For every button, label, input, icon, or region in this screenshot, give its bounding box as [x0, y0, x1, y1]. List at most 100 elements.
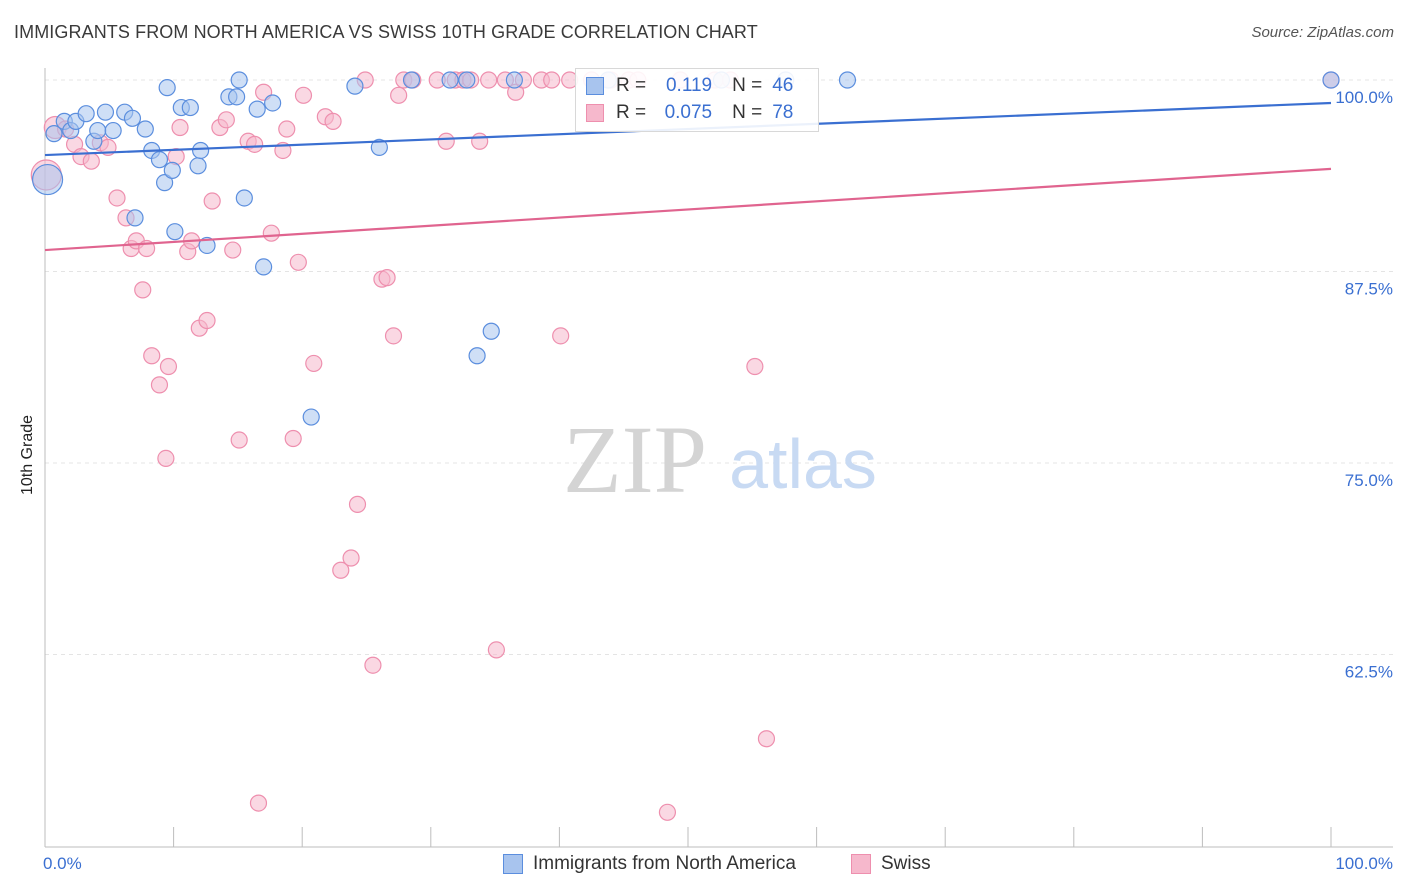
bottom-legend-swatch-blue [503, 854, 523, 874]
swiss-point [134, 281, 152, 299]
north-america-point [166, 223, 184, 241]
y-tick-label: 62.5% [1345, 663, 1393, 682]
north-america-point [192, 141, 210, 160]
swiss-point [289, 253, 307, 271]
swiss-point [390, 86, 408, 104]
swiss-point [332, 561, 350, 579]
north-america-point [126, 209, 144, 227]
north-america-point [235, 189, 253, 207]
swiss-point [157, 449, 175, 468]
swiss-point [159, 357, 178, 376]
swiss-point [171, 118, 189, 137]
swiss-point [384, 327, 403, 345]
axes [44, 68, 1393, 848]
swiss-point [348, 495, 367, 513]
north-america-point [123, 109, 142, 127]
north-america-point [264, 94, 282, 112]
tick-labels: 100.0% 87.5% 75.0% 62.5% 0.0% 100.0% [43, 88, 1393, 873]
north-america-point [482, 322, 500, 340]
source-label: Source: ZipAtlas.com [1251, 24, 1394, 41]
legend-r-label: R = [616, 75, 647, 96]
swiss-point [217, 111, 235, 129]
north-america-point [402, 71, 421, 89]
bottom-legend-north-america: Immigrants from North America [503, 852, 796, 876]
north-america-point [248, 100, 266, 118]
swiss-point [262, 224, 280, 242]
north-america-point [346, 77, 364, 95]
north-america-point [198, 236, 216, 255]
swiss-point [284, 429, 302, 448]
swiss-point [364, 656, 382, 674]
north-america-point [45, 125, 63, 143]
swiss-point [324, 112, 342, 130]
legend-r-value: 0.119 [665, 75, 713, 96]
north-america-point [136, 120, 154, 138]
swiss-point [198, 311, 216, 330]
legend-r-value: 0.075 [664, 102, 713, 123]
gridlines [45, 79, 1396, 655]
swiss-point [543, 71, 561, 89]
legend-n-label: N = [732, 75, 763, 96]
north-america-point [189, 157, 207, 175]
north-america-point [505, 71, 523, 89]
swiss-point [437, 132, 455, 150]
swiss-point [342, 549, 360, 567]
chart-title: IMMIGRANTS FROM NORTH AMERICA VS SWISS 1… [14, 22, 758, 42]
legend-row-north-america: R = 0.119 N = 46 [586, 74, 793, 98]
legend-row-swiss: R = 0.075 N = 78 [586, 101, 793, 125]
swiss-point [150, 376, 169, 394]
north-america-point [370, 138, 388, 157]
swiss-point [294, 86, 313, 104]
bottom-legend-swatch-pink [851, 854, 871, 874]
swiss-point [552, 327, 570, 345]
swiss-point [480, 71, 498, 89]
legend-n-label: N = [732, 102, 763, 123]
y-tick-label: 75.0% [1345, 471, 1393, 490]
swiss-point [278, 120, 296, 138]
y-tick-label: 100.0% [1335, 88, 1393, 107]
swiss-point [757, 730, 776, 748]
north-america-point [77, 105, 95, 123]
swiss-point [471, 132, 489, 150]
watermark-zip: ZIP [563, 406, 707, 513]
swiss-trend-line [44, 167, 1332, 252]
swiss-point [658, 803, 677, 821]
bottom-legend-label: Swiss [881, 853, 931, 874]
swiss-point [378, 269, 396, 287]
north-america-point [150, 151, 169, 169]
north-america-point [255, 258, 273, 276]
swiss-point [230, 431, 248, 449]
swiss-point [203, 192, 221, 210]
swiss-point [224, 241, 242, 259]
legend-n-value: 78 [772, 102, 794, 123]
swiss-point [305, 354, 323, 373]
x-tick-label-start: 0.0% [43, 854, 82, 873]
north-america-point [468, 347, 486, 365]
north-america-point [838, 71, 857, 89]
north-america-point [228, 88, 246, 106]
watermark: ZIP atlas [563, 406, 877, 513]
north-america-point [31, 163, 64, 196]
north-america-point [302, 408, 320, 426]
legend-swatch-pink [586, 104, 604, 122]
north-america-point [104, 121, 122, 140]
north-america-point [155, 174, 174, 192]
y-tick-label: 87.5% [1345, 280, 1393, 299]
north-america-point [1322, 71, 1340, 89]
legend-n-value: 46 [772, 75, 794, 96]
north-america-point [458, 71, 476, 89]
swiss-point [143, 347, 161, 365]
x-tick-label-end: 100.0% [1335, 854, 1393, 873]
north-america-point [441, 71, 459, 89]
swiss-point [82, 152, 100, 170]
north-america-point [89, 121, 107, 140]
swiss-point [249, 794, 268, 812]
swiss-point [246, 135, 264, 153]
bottom-legend-label: Immigrants from North America [533, 853, 796, 874]
north-america-point [96, 103, 115, 121]
legend-box: R = 0.119 N = 46 R = 0.075 N = 78 [575, 68, 819, 132]
swiss-point [108, 189, 126, 207]
bottom-legend-swiss: Swiss [851, 852, 931, 876]
north-america-point [181, 98, 199, 117]
